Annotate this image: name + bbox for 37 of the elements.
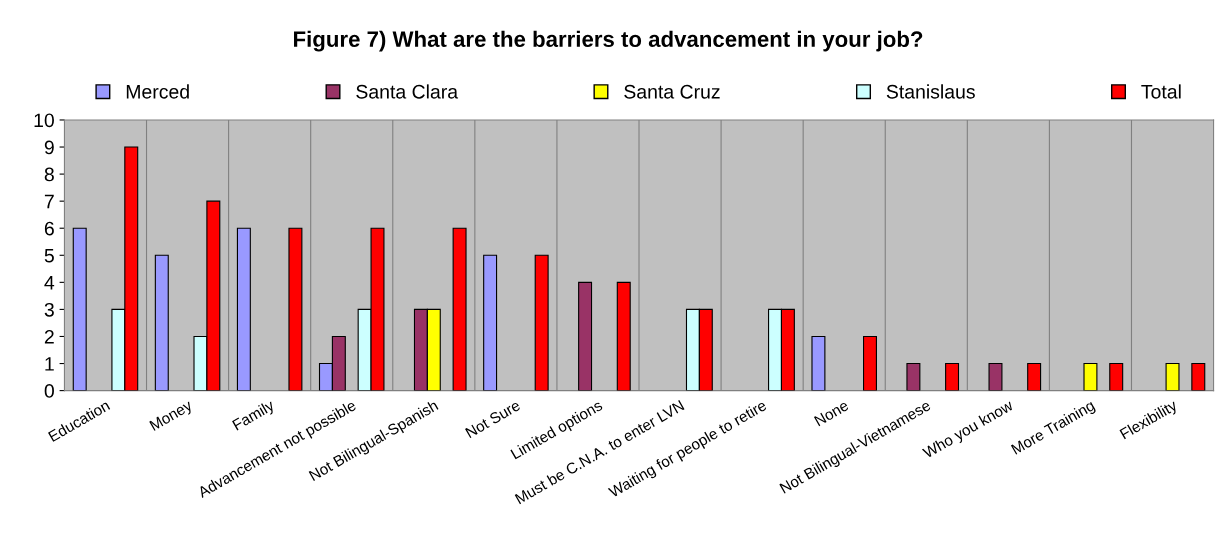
legend-label: Santa Cruz [624,84,720,99]
bar [1083,362,1098,391]
bar [862,335,877,391]
bar [154,254,169,391]
bar [1027,362,1042,391]
y-tick-label: 1 [45,357,54,371]
y-tick-label: 2 [44,329,54,344]
bar [288,227,303,391]
x-tick-label: Not Sure [464,399,521,439]
y-tick-label: 7 [44,194,54,209]
legend-label: Total [1141,84,1181,99]
legend-label: Stanislaus [886,84,975,99]
chart-title: Figure 7) What are the barriers to advancement in your job? [294,30,923,52]
y-tick-label: 0 [44,384,54,398]
legend-label: Merced [126,84,189,99]
bar [988,362,1003,391]
y-tick-label: 5 [44,248,54,263]
y-tick-label: 6 [44,221,54,236]
y-tick-label: 8 [44,167,54,182]
bar [1109,362,1124,391]
y-tick-label: 4 [44,276,55,290]
y-tick-label: 10 [34,113,54,128]
bar [72,227,87,391]
bar [1191,362,1206,391]
y-tick-label: 3 [44,302,54,317]
bar [452,227,467,391]
bar [1165,362,1180,391]
bar [811,335,826,391]
bar [616,281,631,391]
bar [945,362,960,391]
bar [906,362,921,391]
bar [534,254,549,391]
bar [236,227,251,391]
y-tick-label: 9 [44,140,54,155]
legend-label: Santa Clara [356,84,459,99]
bar [578,281,593,391]
bar [483,254,498,391]
